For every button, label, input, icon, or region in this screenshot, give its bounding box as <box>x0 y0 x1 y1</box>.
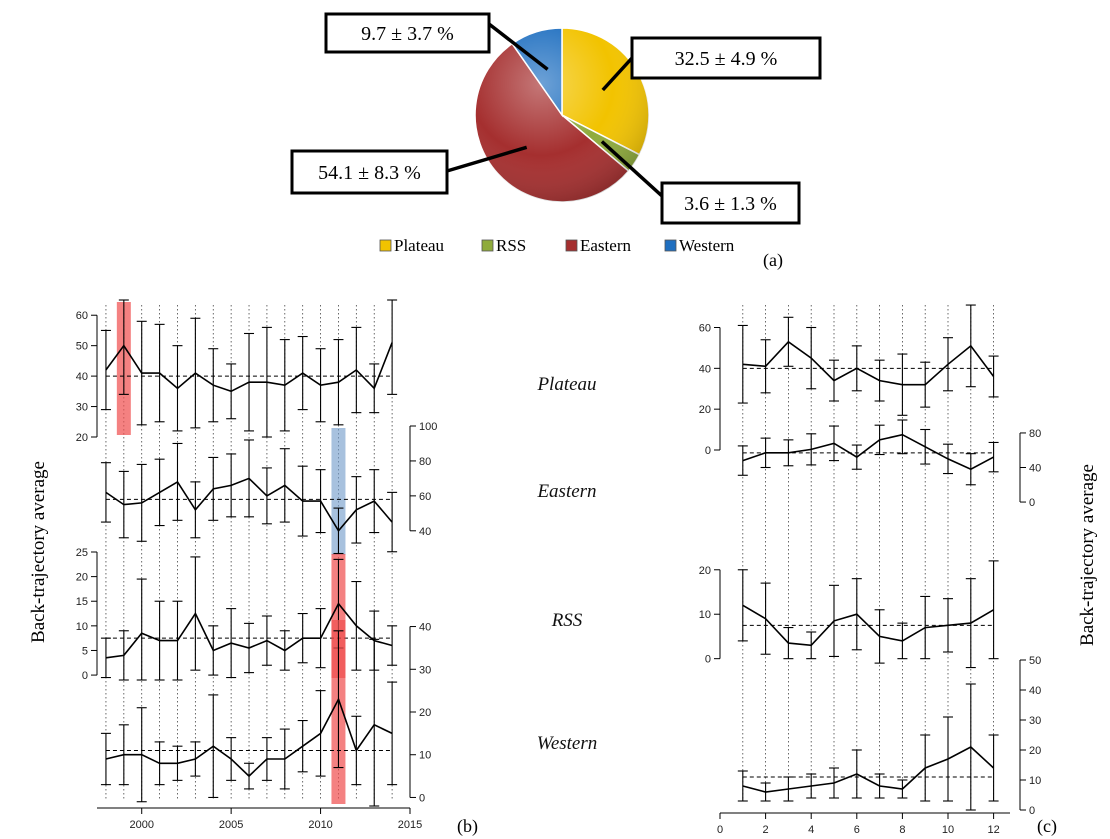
x-tick-label-2000: 2000 <box>129 819 153 831</box>
pie-label-box-western <box>324 12 491 54</box>
pie-leader-plateau <box>601 56 634 92</box>
y-tick-label-plateau-30: 30 <box>76 402 88 414</box>
series-line-rss <box>742 604 995 647</box>
pie-label-box-rss <box>660 181 801 225</box>
y-tick-label-plateau-40: 40 <box>699 363 711 375</box>
y-tick-label-western-10: 10 <box>419 750 431 762</box>
y-tick-label-plateau-20: 20 <box>699 404 711 416</box>
y-tick-label-rss-20: 20 <box>76 572 88 584</box>
y-tick-label-eastern-80: 80 <box>1029 428 1041 440</box>
x-tick-label-2: 2 <box>763 824 769 836</box>
monthly-panel: 0 20 40 60 0 40 80 0 10 20 0 10 20 30 40 50 0 2 4 6 8 10 12 (c)… <box>699 304 1098 837</box>
series-line-rss <box>105 602 393 659</box>
y-tick-label-plateau-20: 20 <box>76 432 88 444</box>
region-labels: Plateau Eastern RSS Western <box>536 374 597 754</box>
series-line-eastern <box>105 477 393 533</box>
legend-entry-western: Western <box>679 236 735 255</box>
pie-label-rss: 3.6 ± 1.3 % <box>684 193 777 215</box>
y-tick-label-western-50: 50 <box>1029 655 1041 667</box>
series-line-plateau <box>742 340 995 386</box>
y-tick-label-plateau-60: 60 <box>76 310 88 322</box>
pie-legend: Plateau RSS Eastern Western (a) <box>379 236 783 271</box>
region-label-rss: RSS <box>551 610 583 631</box>
y-tick-label-plateau-0: 0 <box>705 445 711 457</box>
y-tick-label-western-30: 30 <box>419 664 431 676</box>
y-tick-label-rss-5: 5 <box>82 645 88 657</box>
y-axis-title: Back-trajectory average <box>1077 464 1098 646</box>
x-tick-label-8: 8 <box>899 824 905 836</box>
y-tick-label-rss-10: 10 <box>76 621 88 633</box>
pie-leader-eastern <box>446 145 528 173</box>
x-tick-label-10: 10 <box>942 824 954 836</box>
legend-swatch-eastern <box>565 239 578 252</box>
series-line-western <box>105 697 393 778</box>
panel-label-c: (c) <box>1037 816 1057 837</box>
y-tick-label-rss-20: 20 <box>699 565 711 577</box>
region-label-eastern: Eastern <box>536 481 596 502</box>
y-tick-label-rss-0: 0 <box>82 670 88 682</box>
x-tick-label-4: 4 <box>808 824 814 836</box>
series-line-plateau <box>105 342 393 393</box>
y-tick-label-western-30: 30 <box>1029 715 1041 727</box>
y-tick-label-eastern-100: 100 <box>419 421 437 433</box>
annual-panel: 20 30 40 50 60 40 60 80 100 0 5 10 15 20 25 0 10 20 30 40 20… <box>28 299 478 837</box>
pie-label-plateau: 32.5 ± 4.9 % <box>675 48 778 70</box>
legend-entry-plateau: Plateau <box>394 236 445 255</box>
y-tick-label-western-20: 20 <box>1029 745 1041 757</box>
y-tick-label-rss-15: 15 <box>76 596 88 608</box>
pie-chart: 32.5 ± 4.9 % 3.6 ± 1.3 % 54.1 ± 8.3 % 9.7 ±… <box>290 12 822 225</box>
y-tick-label-eastern-40: 40 <box>419 526 431 538</box>
highlight-eastern-2011 <box>331 428 346 555</box>
y-tick-label-plateau-40: 40 <box>76 371 88 383</box>
y-tick-label-eastern-80: 80 <box>419 456 431 468</box>
pie-label-box-plateau <box>630 36 822 80</box>
y-tick-label-western-40: 40 <box>419 622 431 634</box>
pie-label-western: 9.7 ± 3.7 % <box>361 23 454 45</box>
pie-label-box-eastern <box>290 149 449 195</box>
legend-swatch-rss <box>481 239 494 252</box>
x-tick-label-2015: 2015 <box>398 819 422 831</box>
legend-entry-eastern: Eastern <box>580 236 631 255</box>
legend-swatch-western <box>664 239 677 252</box>
series-line-western <box>742 746 995 793</box>
region-label-plateau: Plateau <box>536 374 596 395</box>
y-axis-title: Back-trajectory average <box>28 461 49 643</box>
y-tick-label-western-0: 0 <box>1029 805 1035 817</box>
y-tick-label-plateau-50: 50 <box>76 341 88 353</box>
y-tick-label-rss-25: 25 <box>76 547 88 559</box>
series-line-eastern <box>742 433 994 471</box>
x-tick-label-6: 6 <box>854 824 860 836</box>
y-tick-label-western-40: 40 <box>1029 685 1041 697</box>
pie-shading <box>475 28 649 202</box>
y-tick-label-western-0: 0 <box>419 792 425 804</box>
x-tick-label-2005: 2005 <box>219 819 243 831</box>
panel-label-b: (b) <box>457 816 478 837</box>
y-tick-label-western-10: 10 <box>1029 775 1041 787</box>
y-tick-label-eastern-40: 40 <box>1029 463 1041 475</box>
y-tick-label-rss-10: 10 <box>699 609 711 621</box>
y-tick-label-western-20: 20 <box>419 707 431 719</box>
legend-swatch-plateau <box>379 239 392 252</box>
x-tick-label-0: 0 <box>717 824 723 836</box>
pie-leader-western <box>487 22 549 71</box>
y-tick-label-plateau-60: 60 <box>699 323 711 335</box>
panel-label-a: (a) <box>763 250 783 271</box>
x-tick-label-12: 12 <box>987 824 999 836</box>
x-tick-label-2010: 2010 <box>308 819 332 831</box>
y-tick-label-eastern-60: 60 <box>419 491 431 503</box>
pie-label-eastern: 54.1 ± 8.3 % <box>318 162 421 184</box>
y-tick-label-rss-0: 0 <box>705 654 711 666</box>
pie-leader-rss <box>600 140 664 198</box>
y-tick-label-eastern-0: 0 <box>1029 497 1035 509</box>
region-label-western: Western <box>537 733 598 754</box>
legend-entry-rss: RSS <box>496 236 526 255</box>
